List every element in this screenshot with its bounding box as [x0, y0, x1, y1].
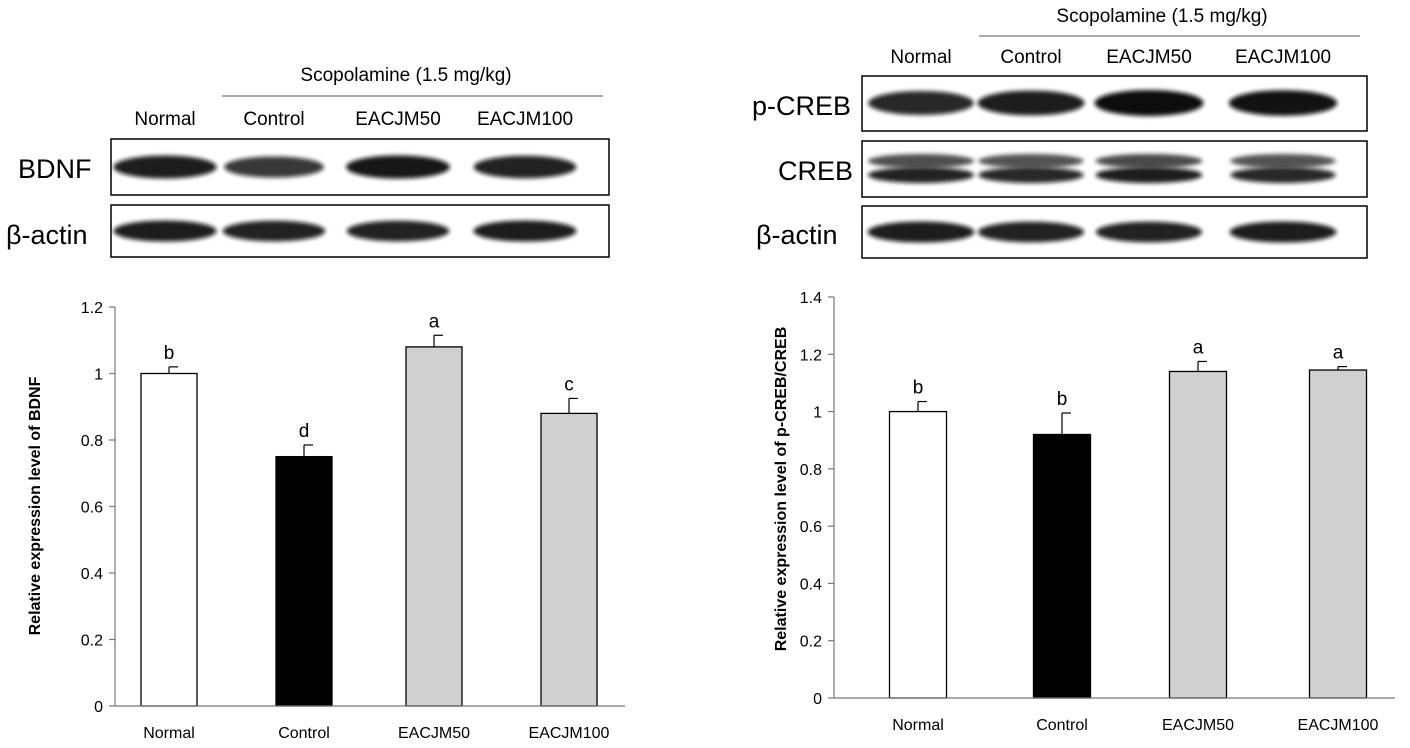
bar-eacjm50: [405, 346, 463, 707]
bar-eacjm100: [1308, 369, 1368, 699]
bar-control: [1032, 433, 1092, 699]
blot-band-actin-eacjm100: [473, 220, 577, 242]
y-tick-label: 0.6: [81, 500, 103, 517]
significance-letter-eacjm50: a: [429, 311, 440, 332]
x-category-label-eacjm100: EACJM100: [1298, 717, 1379, 734]
y-tick-label: 0.8: [81, 433, 103, 450]
blot-band-creb-eacjm100-upper: [1230, 154, 1336, 168]
blot-band-actin-eacjm50: [1095, 221, 1203, 243]
right-blot-bands-beta-actin: [867, 221, 1337, 243]
left-blot-panel: Scopolamine (1.5 mg/kg) Normal Control E…: [6, 65, 610, 258]
blot-band-actin-normal: [113, 220, 217, 242]
bar-normal: [140, 372, 198, 707]
left-blot-row-label-bdnf: BDNF: [18, 154, 92, 184]
left-bars: b d a c: [140, 311, 598, 707]
blot-band-bdnf-normal: [113, 155, 217, 179]
right-lane-label-normal: Normal: [890, 47, 951, 68]
blot-band-creb-control-upper: [978, 154, 1084, 168]
left-y-axis-label: Relative expression level of BDNF: [27, 376, 44, 635]
blot-band-creb-normal-upper: [867, 154, 975, 168]
left-lane-label-normal: Normal: [134, 109, 195, 130]
blot-band-p-creb-normal: [868, 90, 974, 116]
significance-letter-normal: b: [164, 343, 175, 364]
blot-band-creb-control-lower: [978, 167, 1084, 183]
y-tick-label: 0.2: [81, 633, 103, 650]
y-tick-label: 1: [94, 367, 103, 384]
x-category-label-control: Control: [1036, 717, 1088, 734]
y-tick-label: 1: [813, 405, 822, 422]
significance-letter-control: d: [299, 421, 310, 442]
bar-eacjm100: [540, 412, 598, 707]
y-tick-label: 0: [94, 699, 103, 716]
left-x-categories: Normal Control EACJM50 EACJM100: [143, 725, 609, 742]
blot-band-p-creb-eacjm50: [1094, 90, 1204, 116]
blot-band-creb-eacjm50-upper: [1095, 154, 1203, 168]
blot-band-creb-eacjm50-lower: [1095, 167, 1203, 183]
right-y-axis-label: Relative expression level of p-CREB/CREB: [773, 327, 790, 652]
y-tick-label: 1.2: [81, 300, 103, 317]
y-tick-label: 1.2: [800, 347, 822, 364]
significance-letter-normal: b: [913, 378, 924, 399]
right-lane-label-eacjm50: EACJM50: [1106, 47, 1192, 68]
right-blot-panel: Scopolamine (1.5 mg/kg) Normal Control E…: [752, 6, 1368, 259]
blot-band-p-creb-eacjm100: [1228, 90, 1338, 116]
blot-band-creb-eacjm100-lower: [1230, 167, 1336, 183]
significance-letter-eacjm100: a: [1333, 343, 1344, 364]
y-tick-label: 0: [813, 691, 822, 708]
x-category-label-normal: Normal: [143, 725, 195, 742]
y-tick-label: 0.4: [800, 576, 822, 593]
x-category-label-normal: Normal: [892, 717, 944, 734]
left-treatment-header: Scopolamine (1.5 mg/kg): [300, 65, 511, 86]
right-bar-chart: Relative expression level of p-CREB/CREB…: [773, 290, 1395, 734]
y-tick-label: 1.4: [800, 290, 822, 307]
left-lane-label-control: Control: [243, 109, 304, 130]
left-blot-bands-beta-actin: [113, 220, 577, 242]
blot-band-bdnf-eacjm100: [473, 155, 577, 179]
right-lane-label-eacjm100: EACJM100: [1235, 47, 1331, 68]
y-tick-label: 0.4: [81, 566, 103, 583]
right-blot-bands-p-creb: [868, 90, 1338, 116]
right-treatment-header: Scopolamine (1.5 mg/kg): [1056, 6, 1267, 27]
blot-band-actin-normal: [867, 221, 975, 243]
blot-band-actin-control: [222, 220, 326, 242]
left-y-ticks: 0 0.2 0.4 0.6 0.8 1 1.2: [81, 300, 115, 716]
right-blot-row-label-creb: CREB: [778, 156, 853, 186]
x-category-label-eacjm100: EACJM100: [529, 725, 610, 742]
right-blot-row-label-beta-actin: β-actin: [756, 220, 838, 250]
x-category-label-eacjm50: EACJM50: [1162, 717, 1234, 734]
right-blot-row-label-p-creb: p-CREB: [752, 91, 851, 121]
x-category-label-control: Control: [278, 725, 330, 742]
x-category-label-eacjm50: EACJM50: [398, 725, 470, 742]
bar-eacjm50: [1168, 370, 1228, 699]
blot-band-creb-normal-lower: [867, 167, 975, 183]
y-tick-label: 0.8: [800, 462, 822, 479]
blot-band-bdnf-control: [224, 156, 324, 178]
y-tick-label: 0.6: [800, 519, 822, 536]
left-bar-chart: Relative expression level of BDNF 0 0.2 0.…: [27, 300, 625, 742]
right-blot-bands-creb: [867, 154, 1336, 183]
right-y-ticks: 0 0.2 0.4 0.6 0.8 1 1.2 1.4: [800, 290, 834, 708]
left-blot-row-label-beta-actin: β-actin: [6, 220, 88, 250]
left-blot-bands-bdnf: [113, 155, 577, 179]
significance-letter-eacjm100: c: [564, 374, 574, 395]
right-bars: b b a a: [888, 337, 1368, 699]
significance-letter-control: b: [1057, 389, 1068, 410]
significance-letter-eacjm50: a: [1193, 337, 1204, 358]
left-lane-label-eacjm100: EACJM100: [477, 109, 573, 130]
blot-band-actin-control: [977, 221, 1085, 243]
blot-band-p-creb-control: [977, 90, 1085, 116]
left-lane-label-eacjm50: EACJM50: [355, 109, 441, 130]
blot-band-bdnf-eacjm50: [346, 155, 450, 179]
blot-band-actin-eacjm50: [346, 220, 450, 242]
bar-normal: [888, 410, 948, 699]
y-tick-label: 0.2: [800, 634, 822, 651]
bar-control: [275, 455, 333, 707]
right-lane-label-control: Control: [1000, 47, 1061, 68]
right-x-categories: Normal Control EACJM50 EACJM100: [892, 717, 1378, 734]
blot-band-actin-eacjm100: [1229, 221, 1337, 243]
